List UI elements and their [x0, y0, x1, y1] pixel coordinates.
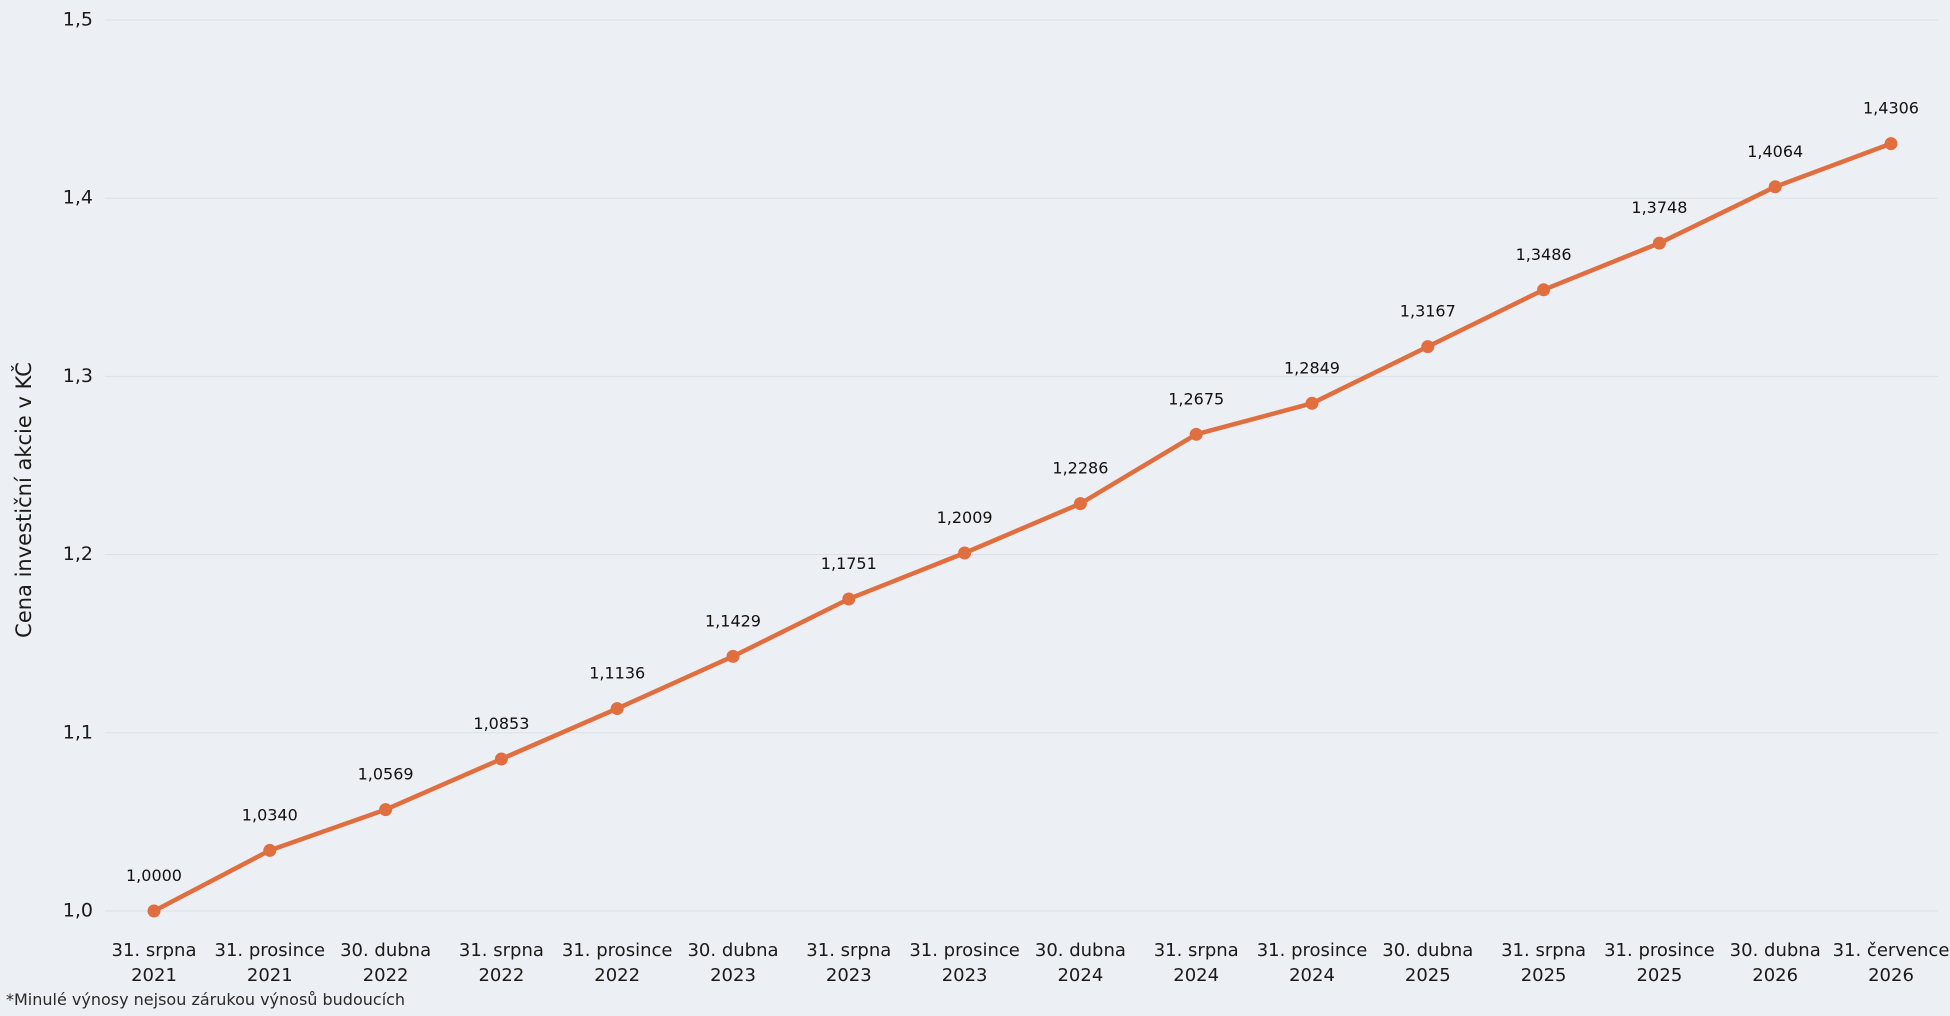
data-point — [1189, 427, 1203, 441]
x-tick-label: 30. dubna 2022 — [340, 940, 431, 986]
data-label: 1,0569 — [358, 765, 414, 784]
footnote: *Minulé výnosy nejsou zárukou výnosů bud… — [6, 990, 406, 1009]
data-label: 1,0853 — [473, 714, 529, 733]
y-tick-label: 1,0 — [63, 900, 93, 922]
y-tick-label: 1,1 — [63, 721, 93, 743]
series-line — [151, 141, 1894, 914]
data-point — [842, 592, 856, 606]
x-tick-label: 31. prosince 2021 — [215, 940, 326, 986]
data-point — [1652, 236, 1666, 250]
data-label: 1,3167 — [1400, 302, 1456, 321]
y-axis-label: Cena investiční akcie v KČ — [11, 362, 36, 638]
data-point — [494, 752, 508, 766]
data-label: 1,1751 — [821, 554, 877, 573]
x-tick-label: 31. prosince 2024 — [1257, 940, 1368, 986]
y-tick-label: 1,2 — [63, 543, 93, 565]
x-tick-label: 30. dubna 2024 — [1035, 940, 1126, 986]
x-tick-label: 31. prosince 2022 — [562, 940, 673, 986]
x-tick-label: 31. srpna 2022 — [459, 940, 544, 986]
y-tick-label: 1,4 — [63, 187, 93, 209]
data-label: 1,4306 — [1863, 99, 1919, 118]
data-point — [1073, 497, 1087, 511]
data-point — [263, 843, 277, 857]
x-tick-label: 30. dubna 2023 — [687, 940, 778, 986]
x-tick-label: 30. dubna 2025 — [1382, 940, 1473, 986]
data-label: 1,3748 — [1631, 198, 1687, 217]
data-point — [1421, 340, 1435, 354]
data-point — [1768, 180, 1782, 194]
data-point — [1884, 137, 1898, 151]
gridlines — [105, 19, 1938, 912]
data-label: 1,1136 — [589, 664, 645, 683]
y-tick-label: 1,3 — [63, 365, 93, 387]
x-tick-label: 31. srpna 2023 — [806, 940, 891, 986]
x-tick-label: 31. července 2026 — [1833, 940, 1950, 986]
x-tick-label: 31. srpna 2025 — [1501, 940, 1586, 986]
data-label: 1,3486 — [1516, 245, 1572, 264]
x-tick-label: 30. dubna 2026 — [1730, 940, 1821, 986]
x-tick-label: 31. prosince 2023 — [909, 940, 1020, 986]
data-point — [379, 803, 393, 817]
data-label: 1,2849 — [1284, 358, 1340, 377]
data-point — [958, 546, 972, 560]
data-point — [1537, 283, 1551, 297]
data-label: 1,2675 — [1168, 389, 1224, 408]
x-axis-ticks: 31. srpna 2021 31. prosince 2021 30. dubna 20… — [112, 940, 1950, 986]
data-label: 1,2286 — [1052, 459, 1108, 478]
data-label: 1,4064 — [1747, 142, 1803, 161]
data-point — [610, 702, 624, 716]
data-points — [147, 137, 1898, 918]
data-label: 1,2009 — [937, 508, 993, 527]
x-tick-label: 31. srpna 2024 — [1154, 940, 1239, 986]
y-axis-ticks: 1,0 1,1 1,2 1,3 1,4 1,5 — [63, 9, 93, 922]
data-label: 1,0340 — [242, 805, 298, 824]
y-tick-label: 1,5 — [63, 9, 93, 31]
data-labels: 1,0000 1,0340 1,0569 1,0853 1,1136 1,1429 1,17… — [126, 99, 1919, 885]
data-point — [147, 904, 161, 918]
x-tick-label: 31. prosince 2025 — [1604, 940, 1715, 986]
data-label: 1,1429 — [705, 611, 761, 630]
data-point — [1305, 396, 1319, 410]
x-tick-label: 31. srpna 2021 — [112, 940, 197, 986]
data-point — [726, 649, 740, 663]
data-label: 1,0000 — [126, 866, 182, 885]
